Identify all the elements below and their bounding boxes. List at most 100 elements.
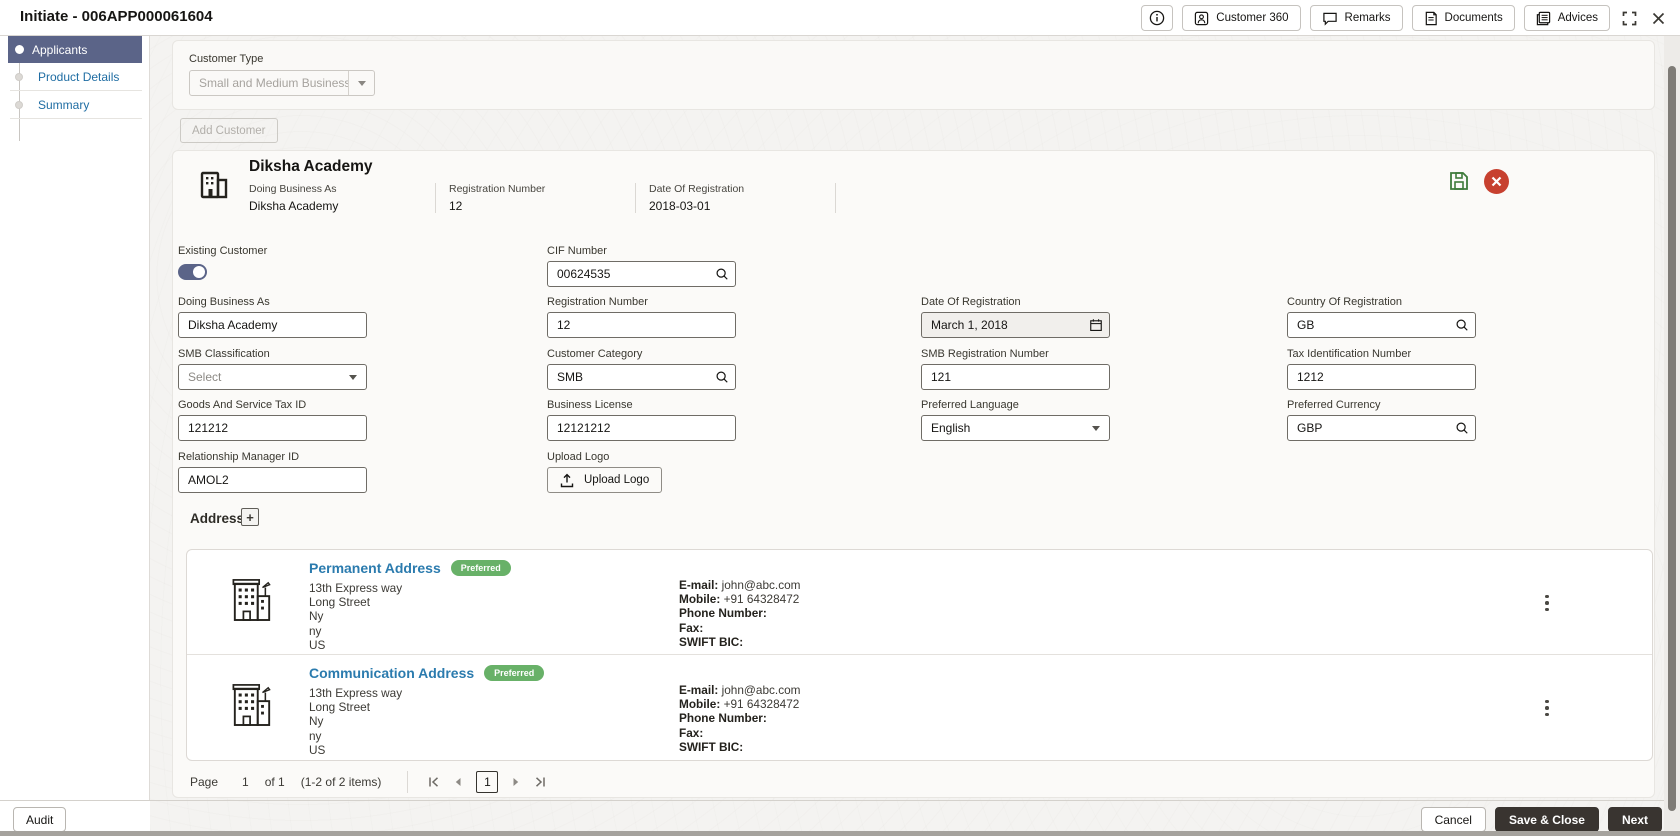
- cancel-button[interactable]: Cancel: [1420, 807, 1486, 832]
- stat-date-of-registration: Date Of Registration 2018-03-01: [636, 183, 836, 213]
- customer-type-panel: Customer Type Small and Medium Business(…: [172, 40, 1655, 110]
- building-icon: [231, 575, 273, 623]
- sidebar: Applicants Product Details Summary: [0, 36, 150, 800]
- contact-line: SWIFT BIC:: [679, 739, 744, 754]
- horizontal-scrollbar-thumb[interactable]: [0, 831, 1680, 836]
- tax-identification-number-input[interactable]: [1287, 364, 1476, 390]
- contact-line: SWIFT BIC:: [679, 634, 744, 649]
- customer360-button[interactable]: Customer 360: [1182, 5, 1301, 31]
- sidebar-connector-line: [19, 49, 20, 141]
- contact-line: Fax:: [679, 725, 704, 740]
- calendar-icon[interactable]: [1089, 318, 1103, 332]
- address-line: Long Street: [309, 595, 370, 610]
- next-button[interactable]: Next: [1607, 807, 1662, 832]
- next-page-icon[interactable]: [512, 777, 520, 787]
- address-card-permanent: Permanent Address Preferred 13th Express …: [187, 550, 1652, 655]
- chevron-down-icon: [1083, 416, 1109, 440]
- prev-page-icon[interactable]: [454, 777, 462, 787]
- contact-line: Fax:: [679, 620, 704, 635]
- advices-label: Advices: [1557, 12, 1598, 24]
- sidebar-item-product-details[interactable]: Product Details: [10, 63, 142, 91]
- customer-category-input[interactable]: [547, 364, 736, 390]
- search-icon[interactable]: [1455, 318, 1469, 332]
- sidebar-item-applicants[interactable]: Applicants: [8, 36, 142, 63]
- address-title[interactable]: Permanent Address Preferred: [309, 560, 511, 578]
- address-line: ny: [309, 623, 322, 638]
- preferred-language-select[interactable]: English: [921, 415, 1110, 441]
- documents-button[interactable]: Documents: [1411, 5, 1515, 31]
- relationship-manager-id-input[interactable]: [178, 467, 367, 493]
- address-line: Ny: [309, 714, 324, 729]
- upload-logo-button[interactable]: Upload Logo: [547, 467, 663, 493]
- footer-bar: Audit Cancel Save & Close Next: [0, 800, 1680, 832]
- remarks-label: Remarks: [1344, 12, 1391, 24]
- smb-classification-select[interactable]: Select: [178, 364, 367, 390]
- preferred-currency-input[interactable]: [1287, 415, 1476, 441]
- advices-button[interactable]: Advices: [1523, 5, 1610, 31]
- horizontal-scrollbar[interactable]: [0, 831, 1680, 836]
- field-country-of-registration: Country Of Registration: [1287, 296, 1476, 338]
- last-page-icon[interactable]: [534, 776, 546, 788]
- expand-button[interactable]: [1619, 5, 1640, 31]
- contact-line: Mobile: +91 64328472: [679, 592, 800, 607]
- address-lines: 13th Express way Long Street Ny ny US: [309, 686, 402, 757]
- page-of-label: of 1: [264, 775, 285, 789]
- audit-button[interactable]: Audit: [13, 807, 67, 832]
- documents-label: Documents: [1444, 12, 1503, 24]
- chevron-down-icon: [340, 365, 366, 389]
- field-goods-and-service-tax-id: Goods And Service Tax ID: [178, 399, 367, 441]
- info-button[interactable]: [1141, 5, 1174, 31]
- country-of-registration-input[interactable]: [1287, 312, 1476, 338]
- contact-lines: E-mail: john@abc.com Mobile: +91 6432847…: [679, 683, 801, 754]
- business-license-input[interactable]: [547, 415, 736, 441]
- business-license-label: Business License: [547, 399, 633, 411]
- date-of-registration-input[interactable]: [921, 312, 1110, 338]
- remarks-icon: [1322, 11, 1338, 26]
- step-bullet: [15, 45, 24, 54]
- save-and-close-button[interactable]: Save & Close: [1494, 807, 1599, 832]
- preferred-badge: Preferred: [450, 560, 511, 576]
- customer-type-select[interactable]: Small and Medium Business(S: [189, 70, 375, 96]
- search-icon[interactable]: [1455, 421, 1469, 435]
- search-icon[interactable]: [715, 267, 729, 281]
- first-page-icon[interactable]: [428, 776, 440, 788]
- sidebar-item-summary[interactable]: Summary: [10, 91, 142, 119]
- plus-icon[interactable]: +: [241, 508, 259, 526]
- page-number: 1: [242, 775, 249, 789]
- delete-icon[interactable]: [1484, 169, 1509, 194]
- contact-lines: E-mail: john@abc.com Mobile: +91 6432847…: [679, 578, 801, 649]
- kebab-menu-icon[interactable]: [1539, 697, 1555, 719]
- field-preferred-language: Preferred Language English: [921, 399, 1110, 441]
- sidebar-item-label: Summary: [38, 97, 90, 112]
- address-line: US: [309, 742, 326, 757]
- building-icon: [197, 168, 231, 202]
- registration-number-input[interactable]: [547, 312, 736, 338]
- vertical-scrollbar-thumb[interactable]: [1668, 66, 1676, 811]
- vertical-scrollbar[interactable]: [1664, 36, 1680, 831]
- close-button[interactable]: [1649, 5, 1668, 31]
- save-icon[interactable]: [1448, 170, 1470, 192]
- remarks-button[interactable]: Remarks: [1309, 5, 1403, 31]
- field-registration-number: Registration Number: [547, 296, 736, 338]
- search-icon[interactable]: [715, 370, 729, 384]
- doing-business-as-input[interactable]: [178, 312, 367, 338]
- stat-value: Diksha Academy: [249, 199, 339, 213]
- goods-and-service-tax-id-input[interactable]: [178, 415, 367, 441]
- footer-actions: Cancel Save & Close Next: [1420, 807, 1662, 832]
- upload-logo-label: Upload Logo: [547, 451, 610, 463]
- existing-customer-toggle[interactable]: [178, 264, 207, 280]
- customer-type-label: Customer Type: [189, 53, 264, 65]
- smb-registration-number-input[interactable]: [921, 364, 1110, 390]
- titlebar: Initiate - 006APP000061604 Customer 360 …: [0, 0, 1680, 36]
- info-icon: [1149, 10, 1165, 26]
- address-title[interactable]: Communication Address Preferred: [309, 665, 545, 683]
- current-page-button[interactable]: 1: [476, 771, 499, 793]
- address-heading: Address: [190, 511, 245, 526]
- cif-number-input[interactable]: [547, 261, 736, 287]
- customer-stats: Doing Business As Diksha Academy Registr…: [249, 183, 836, 213]
- smb-classification-value: Select: [188, 370, 222, 384]
- tax-identification-number-label: Tax Identification Number: [1287, 348, 1412, 360]
- kebab-menu-icon[interactable]: [1539, 592, 1555, 614]
- contact-line: Phone Number:: [679, 711, 767, 726]
- add-customer-button[interactable]: Add Customer: [180, 118, 278, 143]
